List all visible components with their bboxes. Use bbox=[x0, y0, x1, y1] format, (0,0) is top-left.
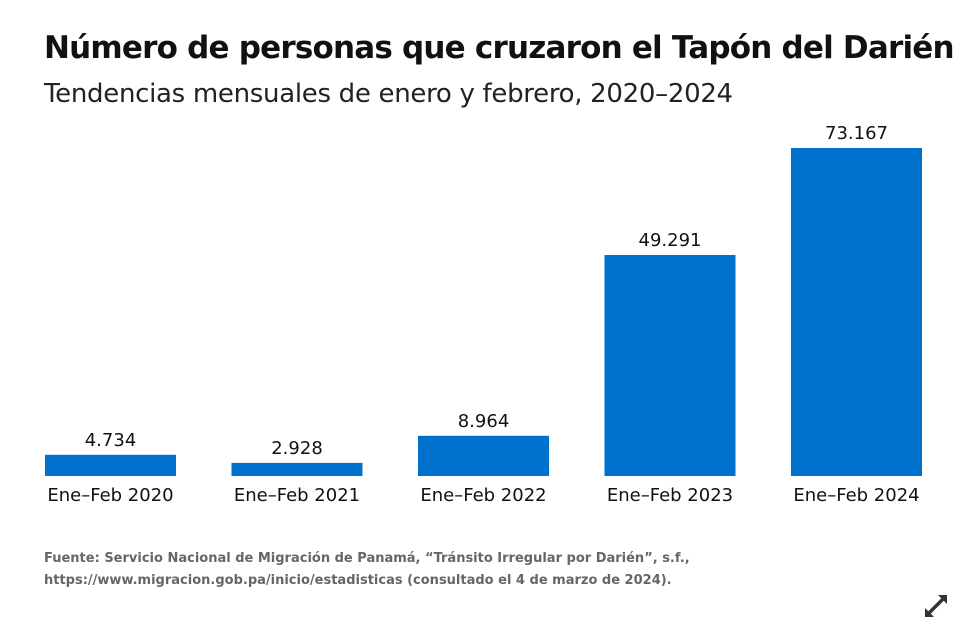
expand-icon-glyph bbox=[925, 595, 947, 617]
x-tick-label: Ene–Feb 2024 bbox=[793, 485, 919, 506]
x-tick-label: Ene–Feb 2020 bbox=[47, 485, 173, 506]
bar bbox=[418, 435, 549, 476]
x-tick-label: Ene–Feb 2023 bbox=[607, 485, 733, 506]
data-label: 2.928 bbox=[271, 438, 323, 459]
bar bbox=[231, 462, 363, 476]
data-label: 8.964 bbox=[458, 411, 510, 432]
data-label: 4.734 bbox=[85, 430, 137, 451]
bar bbox=[45, 454, 176, 476]
bar-chart: 4.734 Ene–Feb 2020 2.928 Ene–Feb 2021 8.964 E… bbox=[45, 123, 922, 506]
source-note: Fuente: Servicio Nacional de Migración d… bbox=[44, 548, 690, 592]
chart-title: Número de personas que cruzaron el Tapón… bbox=[44, 30, 955, 66]
bar bbox=[604, 255, 736, 476]
x-tick-label: Ene–Feb 2022 bbox=[420, 485, 546, 506]
x-tick-label: Ene–Feb 2021 bbox=[234, 485, 360, 506]
source-line-1: Fuente: Servicio Nacional de Migración d… bbox=[44, 551, 690, 566]
data-label: 73.167 bbox=[825, 123, 888, 144]
expand-icon[interactable] bbox=[922, 592, 950, 620]
chart-subtitle: Tendencias mensuales de enero y febrero,… bbox=[44, 79, 733, 109]
data-label: 49.291 bbox=[639, 230, 702, 251]
bar bbox=[791, 148, 922, 476]
source-line-2: https://www.migracion.gob.pa/inicio/esta… bbox=[44, 573, 672, 588]
